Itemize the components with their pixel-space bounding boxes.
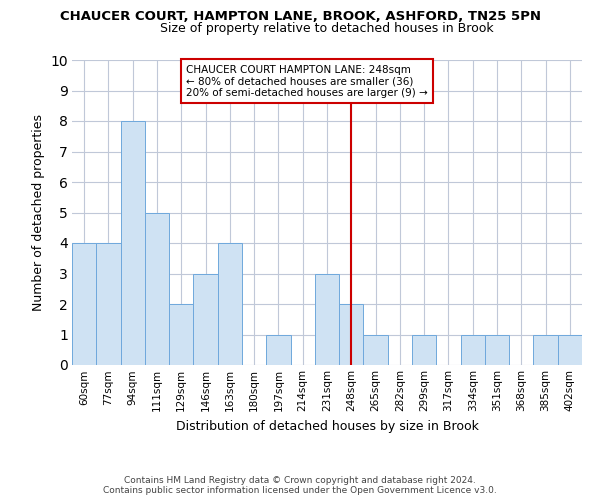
Y-axis label: Number of detached properties: Number of detached properties [32,114,44,311]
Bar [266,334,290,365]
Bar [145,212,169,365]
Bar [558,334,582,365]
Title: Size of property relative to detached houses in Brook: Size of property relative to detached ho… [160,22,494,35]
Text: Contains HM Land Registry data © Crown copyright and database right 2024.
Contai: Contains HM Land Registry data © Crown c… [103,476,497,495]
Bar [169,304,193,365]
Bar [485,334,509,365]
Bar [339,304,364,365]
Bar [461,334,485,365]
Bar [412,334,436,365]
Bar [121,121,145,365]
Bar [364,334,388,365]
Bar [96,243,121,365]
Bar [193,274,218,365]
Bar [533,334,558,365]
Bar [315,274,339,365]
X-axis label: Distribution of detached houses by size in Brook: Distribution of detached houses by size … [176,420,478,432]
Text: CHAUCER COURT HAMPTON LANE: 248sqm
← 80% of detached houses are smaller (36)
20%: CHAUCER COURT HAMPTON LANE: 248sqm ← 80%… [186,64,428,98]
Bar [72,243,96,365]
Text: CHAUCER COURT, HAMPTON LANE, BROOK, ASHFORD, TN25 5PN: CHAUCER COURT, HAMPTON LANE, BROOK, ASHF… [59,10,541,23]
Bar [218,243,242,365]
